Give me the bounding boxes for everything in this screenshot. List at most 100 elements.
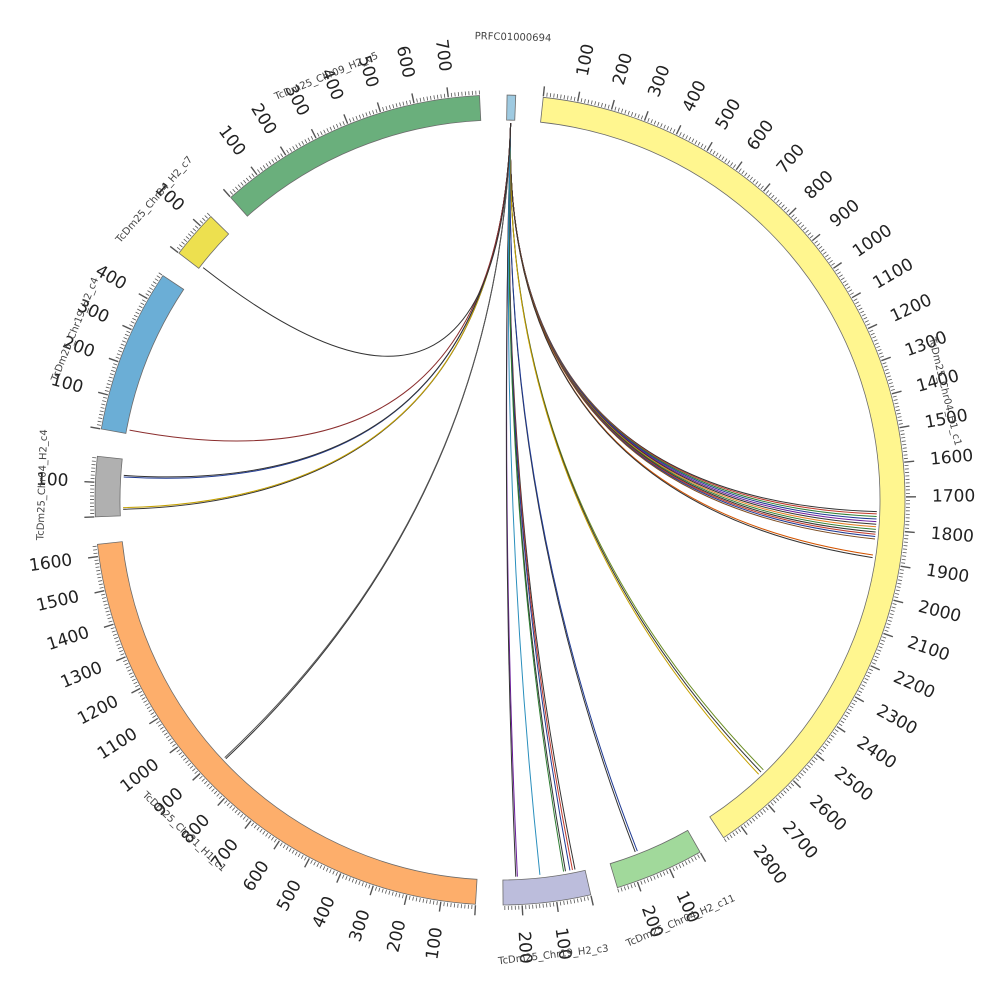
minor-tick — [187, 233, 192, 237]
minor-tick — [245, 818, 249, 822]
minor-tick — [762, 809, 766, 813]
minor-tick — [885, 372, 890, 375]
minor-tick — [335, 871, 338, 876]
minor-tick — [902, 443, 907, 446]
minor-tick — [752, 178, 756, 183]
minor-tick — [161, 729, 166, 733]
minor-tick — [154, 278, 159, 282]
minor-tick — [746, 822, 750, 826]
minor-tick — [385, 106, 388, 111]
minor-tick — [152, 715, 157, 718]
minor-tick — [786, 209, 790, 213]
minor-tick — [712, 150, 716, 155]
tick-label: 2200 — [890, 667, 938, 703]
minor-tick — [760, 185, 764, 190]
minor-tick — [873, 659, 878, 662]
minor-tick — [809, 762, 813, 766]
minor-tick — [666, 126, 669, 131]
minor-tick — [882, 636, 887, 639]
segment-name-label: TcDm25_Chr19_H2_c4 — [49, 276, 101, 384]
minor-tick — [809, 235, 814, 239]
minor-tick — [329, 126, 333, 131]
minor-tick — [114, 637, 119, 640]
minor-tick — [897, 582, 902, 585]
minor-tick — [886, 623, 891, 626]
minor-tick — [901, 558, 906, 561]
minor-tick — [844, 283, 849, 287]
minor-tick — [893, 399, 898, 401]
minor-tick — [657, 121, 660, 126]
minor-tick — [395, 103, 398, 108]
minor-tick — [378, 887, 381, 892]
tick-label: 500 — [712, 95, 746, 133]
minor-tick — [621, 108, 624, 113]
minor-tick — [885, 626, 890, 629]
minor-tick — [757, 183, 762, 187]
major-tick — [169, 746, 179, 754]
minor-tick — [259, 167, 263, 171]
major-tick — [636, 881, 642, 892]
minor-tick — [408, 895, 411, 900]
minor-tick — [430, 95, 432, 100]
minor-tick — [156, 275, 161, 279]
minor-tick — [149, 287, 153, 291]
minor-tick — [402, 101, 405, 106]
minor-tick — [793, 216, 798, 221]
minor-tick — [743, 824, 747, 828]
minor-tick — [118, 350, 123, 353]
minor-tick — [145, 293, 150, 296]
tick-label: 300 — [644, 62, 674, 99]
minor-tick — [204, 215, 208, 219]
minor-tick — [251, 822, 255, 827]
minor-tick — [362, 113, 365, 118]
minor-tick — [875, 652, 880, 655]
minor-tick — [715, 152, 719, 157]
minor-tick — [594, 101, 597, 106]
major-tick — [192, 218, 201, 227]
minor-tick — [323, 129, 326, 134]
minor-tick — [138, 305, 143, 309]
minor-tick — [672, 867, 675, 872]
major-tick — [192, 773, 201, 781]
minor-tick — [179, 244, 183, 248]
minor-tick — [880, 639, 885, 642]
minor-tick — [156, 721, 160, 724]
minor-tick — [165, 735, 170, 739]
major-tick — [833, 262, 843, 269]
minor-tick — [825, 254, 829, 258]
minor-tick — [866, 674, 871, 678]
minor-tick — [601, 102, 603, 107]
major-tick — [854, 696, 865, 703]
minor-tick — [829, 259, 833, 263]
minor-tick — [139, 694, 144, 697]
minor-tick — [675, 865, 679, 870]
minor-tick — [580, 98, 583, 103]
minor-tick — [240, 182, 244, 186]
minor-tick — [697, 854, 700, 859]
minor-tick — [432, 900, 435, 905]
minor-tick — [237, 184, 241, 188]
tick-label: 400 — [309, 893, 340, 931]
minor-tick — [141, 697, 146, 700]
minor-tick — [178, 752, 183, 756]
major-tick — [446, 87, 449, 98]
minor-tick — [694, 856, 697, 861]
minor-tick — [553, 93, 555, 98]
minor-tick — [778, 201, 783, 206]
minor-tick — [640, 115, 644, 120]
minor-tick — [624, 109, 627, 114]
minor-tick — [95, 566, 100, 568]
tick-label: 1000 — [849, 221, 896, 262]
minor-tick — [152, 281, 157, 285]
tick-label: 100 — [551, 926, 575, 961]
tick-label: 100 — [36, 470, 69, 491]
minor-tick — [858, 307, 863, 311]
minor-tick — [301, 140, 305, 145]
tick-label: 1700 — [932, 486, 975, 506]
minor-tick — [329, 869, 332, 874]
minor-tick — [838, 723, 843, 727]
minor-tick — [128, 672, 133, 675]
minor-tick — [111, 630, 116, 633]
minor-tick — [757, 813, 761, 818]
